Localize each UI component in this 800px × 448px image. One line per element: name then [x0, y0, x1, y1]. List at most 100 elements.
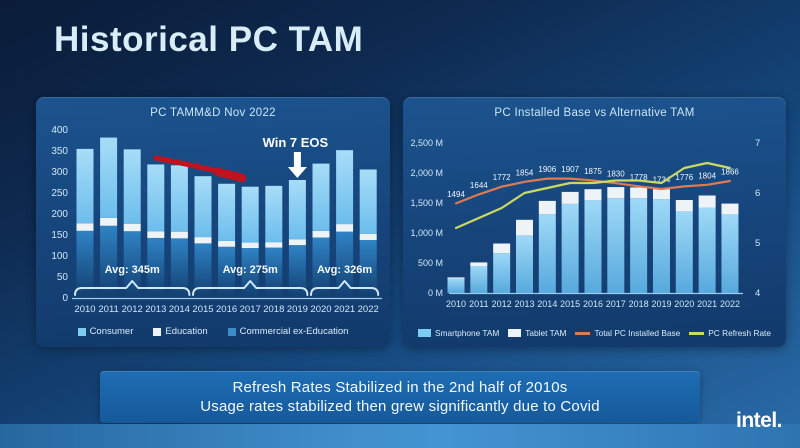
legend-label-refresh: PC Refresh Rate — [708, 328, 771, 338]
avg-bracket — [192, 280, 309, 296]
bar-2010-smartphone-tam — [447, 278, 465, 293]
legend-item-tablet-tam: Tablet TAM — [508, 328, 566, 338]
bar-2015-tablet-tam — [561, 191, 579, 204]
data-label: 1804 — [698, 171, 716, 180]
bar-2012-smartphone-tam — [493, 253, 511, 293]
installed-base-chart-title: PC Installed Base vs Alternative TAM — [494, 107, 695, 119]
y-axis-right-tick: 7 — [755, 138, 760, 149]
data-label: 1830 — [607, 170, 625, 179]
y-axis-right-tick: 5 — [755, 238, 760, 249]
avg-bracket — [310, 280, 380, 296]
y-axis-tick: 200 — [51, 209, 68, 220]
bar-2022-commercial-ex-education — [359, 240, 377, 298]
x-axis-year: 2016 — [216, 304, 237, 315]
bar-2014-commercial-ex-education — [170, 238, 188, 298]
bar-2018-education — [265, 242, 283, 248]
y-axis-left-tick: 2,000 M — [410, 168, 443, 178]
legend-item-commercial: Commercial ex-Education — [227, 326, 349, 337]
bar-2022-education — [359, 233, 377, 241]
y-axis-tick: 50 — [57, 272, 69, 283]
bar-2014-smartphone-tam — [538, 214, 556, 293]
x-axis-year: 2011 — [98, 304, 118, 315]
bar-2013-consumer — [147, 164, 165, 232]
x-axis-year: 2017 — [606, 299, 626, 309]
legend-label-pc-base: Total PC Installed Base — [594, 328, 681, 338]
bar-2011-consumer — [100, 137, 118, 218]
y-axis-tick: 0 — [62, 293, 68, 304]
y-axis-left-tick: 1,500 M — [410, 198, 443, 208]
consumer-swatch-icon — [77, 327, 86, 336]
win7-eos-label: Win 7 EOS — [263, 135, 329, 150]
y-axis-tick: 400 — [51, 125, 68, 136]
data-label: 1866 — [721, 168, 739, 177]
bar-2019-education — [288, 239, 306, 246]
bar-2020-education — [312, 230, 330, 238]
x-axis-year: 2014 — [537, 299, 557, 309]
bar-2019-consumer — [288, 179, 306, 240]
installed-base-chart: 0 M 500 M 1,000 M 1,500 M 2,000 M 2,500 M 4 5 6 7… — [410, 138, 760, 309]
intel-logo: intel. — [735, 409, 783, 432]
bar-2015-commercial-ex-education — [194, 243, 212, 298]
x-axis-year: 2013 — [145, 304, 166, 315]
bar-2010-consumer — [76, 148, 94, 224]
x-axis-year: 2012 — [122, 304, 143, 315]
legend-label-commercial: Commercial ex-Education — [239, 326, 349, 337]
bar-2017-smartphone-tam — [607, 198, 625, 293]
pc-tam-panel: 0 50 100 150 200 250 300 350 400 2010 2011 2012 2013… — [36, 97, 390, 347]
data-label: 1778 — [630, 173, 648, 182]
legend-item-education: Education — [153, 326, 208, 337]
bar-2013-tablet-tam — [515, 219, 533, 236]
commercial-swatch-icon — [227, 327, 236, 336]
bar-2016-consumer — [218, 183, 236, 241]
bar-2014-tablet-tam — [538, 200, 556, 215]
x-axis-year: 2014 — [169, 304, 190, 315]
y-axis-tick: 100 — [51, 251, 68, 262]
data-label: 1772 — [493, 173, 511, 182]
x-axis-year: 2019 — [651, 299, 671, 309]
x-axis-year: 2010 — [446, 299, 466, 309]
bar-2012-consumer — [123, 149, 141, 224]
bar-2011-commercial-ex-education — [100, 225, 118, 298]
bar-2022-smartphone-tam — [721, 214, 739, 293]
bar-2013-smartphone-tam — [515, 235, 533, 293]
bar-2018-consumer — [265, 185, 283, 243]
bar-2010-tablet-tam — [447, 277, 465, 279]
data-label: 1854 — [516, 168, 534, 177]
bar-2011-tablet-tam — [470, 262, 488, 266]
refresh-rate-line-swatch-icon — [689, 331, 705, 335]
x-axis-year: 2021 — [334, 304, 355, 315]
bar-2020-consumer — [312, 163, 330, 231]
x-axis-year: 2017 — [240, 304, 261, 315]
summary-banner: Refresh Rates Stabilized in the 2nd half… — [100, 371, 700, 423]
legend-item-refresh-rate: PC Refresh Rate — [689, 328, 771, 338]
bar-2011-education — [100, 217, 118, 226]
bar-2013-education — [147, 231, 165, 238]
bar-2021-smartphone-tam — [698, 207, 716, 293]
decline-trend-arrow-head — [213, 167, 247, 183]
y-axis-right-tick: 4 — [755, 288, 760, 299]
bar-2012-tablet-tam — [493, 243, 511, 254]
down-arrow-icon — [287, 152, 307, 178]
x-axis-year: 2018 — [629, 299, 649, 309]
pc-tam-chart-title: PC TAMM&D Nov 2022 — [150, 107, 276, 119]
data-label: 1875 — [584, 167, 602, 176]
bar-2016-smartphone-tam — [584, 200, 602, 293]
smartphone-swatch-icon — [418, 329, 432, 337]
x-axis-year: 2011 — [469, 299, 488, 309]
avg-label: Avg: 326m — [317, 264, 372, 276]
avg-bracket — [74, 280, 191, 296]
installed-base-legend: Smartphone TAM Tablet TAM Total PC Insta… — [403, 328, 786, 338]
x-axis-year: 2021 — [697, 299, 717, 309]
bar-2021-commercial-ex-education — [336, 231, 354, 298]
data-label: 1906 — [538, 165, 556, 174]
x-axis-year: 2022 — [720, 299, 740, 309]
data-label: 1776 — [675, 173, 693, 182]
bottom-strip — [0, 424, 800, 448]
bar-2022-consumer — [359, 169, 377, 234]
x-axis-year: 2020 — [310, 304, 331, 315]
slide-title: Historical PC TAM — [54, 20, 364, 59]
bar-2014-consumer — [170, 165, 188, 232]
bar-2017-tablet-tam — [607, 187, 625, 199]
bar-2019-commercial-ex-education — [288, 245, 306, 298]
